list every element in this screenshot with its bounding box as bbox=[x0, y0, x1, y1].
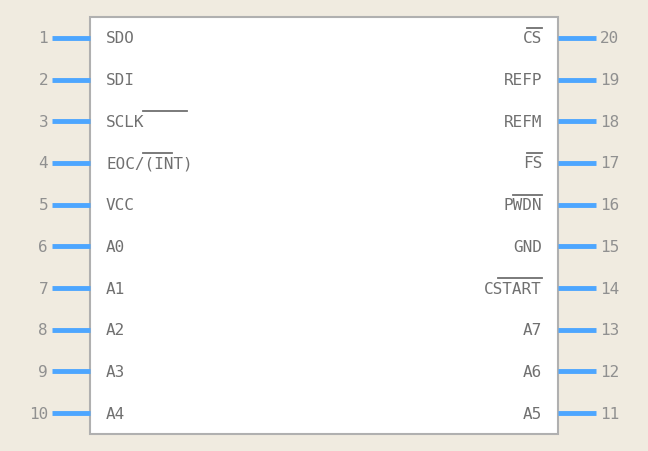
Text: REFP: REFP bbox=[503, 73, 542, 88]
Text: 8: 8 bbox=[38, 322, 48, 337]
Text: 19: 19 bbox=[600, 73, 619, 88]
Text: 6: 6 bbox=[38, 239, 48, 254]
Text: 9: 9 bbox=[38, 364, 48, 379]
Text: A6: A6 bbox=[523, 364, 542, 379]
Text: EOC/(INT): EOC/(INT) bbox=[106, 156, 192, 171]
Text: 1: 1 bbox=[38, 31, 48, 46]
Text: 5: 5 bbox=[38, 198, 48, 213]
Text: 15: 15 bbox=[600, 239, 619, 254]
Text: PWDN: PWDN bbox=[503, 198, 542, 213]
Text: SDO: SDO bbox=[106, 31, 135, 46]
Text: 13: 13 bbox=[600, 322, 619, 337]
Text: 20: 20 bbox=[600, 31, 619, 46]
Text: FS: FS bbox=[523, 156, 542, 171]
Text: 4: 4 bbox=[38, 156, 48, 171]
Text: SDI: SDI bbox=[106, 73, 135, 88]
Text: GND: GND bbox=[513, 239, 542, 254]
Text: CSTART: CSTART bbox=[484, 281, 542, 296]
Text: 17: 17 bbox=[600, 156, 619, 171]
Text: 3: 3 bbox=[38, 115, 48, 129]
Text: 12: 12 bbox=[600, 364, 619, 379]
Text: A1: A1 bbox=[106, 281, 125, 296]
Text: A0: A0 bbox=[106, 239, 125, 254]
Text: CS: CS bbox=[523, 31, 542, 46]
Text: A5: A5 bbox=[523, 406, 542, 421]
Text: VCC: VCC bbox=[106, 198, 135, 213]
Text: 2: 2 bbox=[38, 73, 48, 88]
Text: 10: 10 bbox=[29, 406, 48, 421]
Text: REFM: REFM bbox=[503, 115, 542, 129]
Text: 18: 18 bbox=[600, 115, 619, 129]
Text: A2: A2 bbox=[106, 322, 125, 337]
Text: 7: 7 bbox=[38, 281, 48, 296]
Text: A3: A3 bbox=[106, 364, 125, 379]
Text: 11: 11 bbox=[600, 406, 619, 421]
Text: 14: 14 bbox=[600, 281, 619, 296]
Text: SCLK: SCLK bbox=[106, 115, 145, 129]
Bar bbox=[90, 18, 558, 434]
Text: A4: A4 bbox=[106, 406, 125, 421]
Text: A7: A7 bbox=[523, 322, 542, 337]
Text: 16: 16 bbox=[600, 198, 619, 213]
